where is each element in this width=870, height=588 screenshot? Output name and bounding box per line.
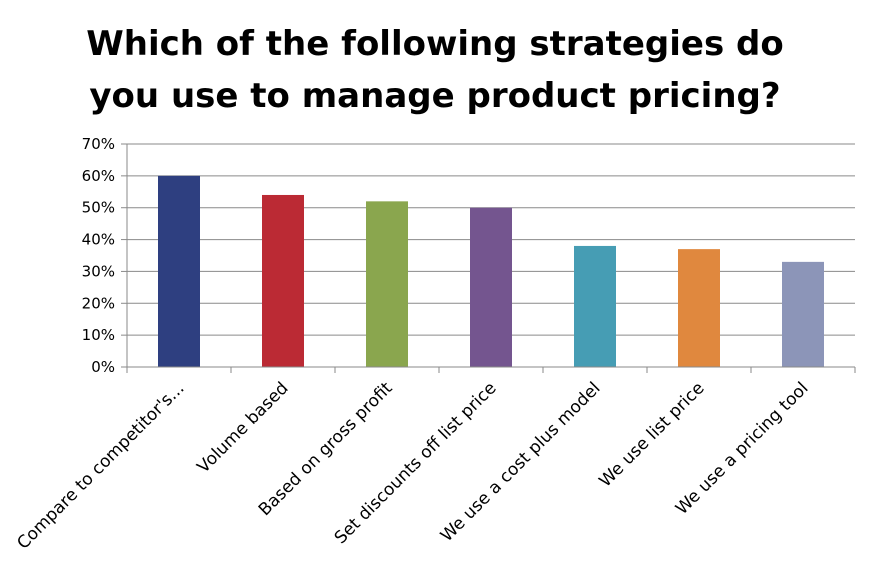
y-tick-label: 30% — [82, 262, 115, 280]
chart-title-line-2: you use to manage product pricing? — [89, 76, 781, 116]
y-tick-label: 50% — [82, 199, 115, 217]
y-tick-label: 60% — [82, 167, 115, 185]
bar — [366, 201, 408, 367]
bar — [262, 194, 304, 367]
chart-title-line-1: Which of the following strategies do — [86, 24, 784, 64]
y-tick-label: 70% — [82, 135, 115, 153]
axes — [121, 143, 856, 373]
bar — [158, 175, 200, 367]
bars — [158, 175, 824, 367]
y-tick-label: 0% — [91, 358, 115, 376]
chart-title: Which of the following strategies do you… — [20, 18, 850, 122]
y-tick-label: 10% — [82, 326, 115, 344]
bar — [782, 261, 824, 367]
category-label: Compare to competitor's... — [13, 378, 188, 553]
bar — [678, 249, 720, 367]
bar — [574, 245, 616, 367]
y-tick-label: 40% — [82, 231, 115, 249]
bar — [470, 207, 512, 367]
y-tick-label: 20% — [82, 294, 115, 312]
category-label: Volume based — [194, 378, 293, 477]
category-label: We use list price — [595, 378, 708, 491]
